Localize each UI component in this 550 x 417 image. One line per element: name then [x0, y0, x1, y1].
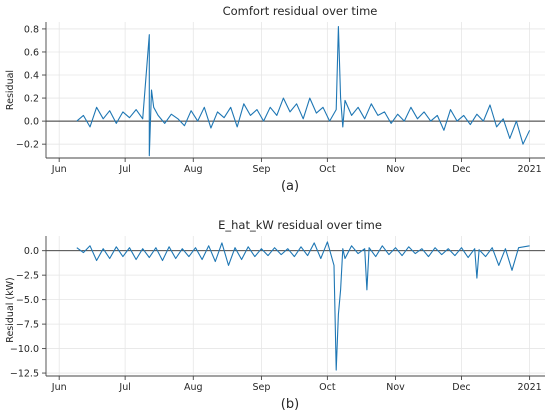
x-tick-label-b: Jul	[118, 382, 130, 393]
x-tick-label-a: Dec	[452, 164, 470, 175]
y-axis-title-b: Residual (kW)	[5, 277, 16, 342]
y-tick-label-a: 0.0	[24, 117, 39, 128]
x-tick-label-a: Nov	[386, 164, 405, 175]
series-line-a	[76, 26, 531, 157]
series-line-b	[76, 241, 530, 371]
y-tick-label-a: −0.2	[16, 140, 39, 151]
y-tick-label-b: −5.0	[16, 295, 39, 306]
x-tick-label-b: Nov	[386, 382, 405, 393]
y-tick-label-b: −12.5	[10, 369, 39, 380]
x-tick-label-b: 2021	[518, 382, 542, 393]
y-tick-label-b: 0.0	[24, 246, 39, 257]
x-tick-label-b: Jun	[51, 382, 67, 393]
y-tick-label-a: 0.4	[24, 71, 39, 82]
x-tick-label-b: Dec	[452, 382, 470, 393]
x-tick-label-a: Jun	[51, 164, 67, 175]
chart-title-b: E_hat_kW residual over time	[218, 218, 382, 232]
panel-label-b: (b)	[281, 397, 299, 412]
y-tick-label-a: 0.6	[24, 47, 39, 58]
y-axis-title-a: Residual	[5, 70, 16, 110]
x-tick-label-b: Sep	[252, 382, 270, 393]
panel-b: E_hat_kW residual over time Residual (kW…	[5, 218, 545, 412]
x-tick-label-a: Oct	[319, 164, 336, 175]
panel-label-a: (a)	[281, 179, 299, 194]
x-tick-label-a: 2021	[518, 164, 542, 175]
x-tick-label-a: Jul	[118, 164, 130, 175]
x-tick-label-b: Aug	[184, 382, 203, 393]
y-tick-label-b: −10.0	[10, 344, 39, 355]
chart-title-a: Comfort residual over time	[223, 4, 378, 18]
y-tick-label-a: 0.2	[24, 94, 39, 105]
y-tick-label-b: −2.5	[16, 271, 39, 282]
x-tick-label-a: Sep	[252, 164, 270, 175]
x-tick-label-a: Aug	[184, 164, 203, 175]
panel-a: Comfort residual over time Residual (a) …	[5, 4, 545, 194]
y-tick-label-b: −7.5	[16, 320, 39, 331]
x-tick-label-b: Oct	[319, 382, 336, 393]
y-tick-label-a: 0.8	[24, 24, 39, 35]
